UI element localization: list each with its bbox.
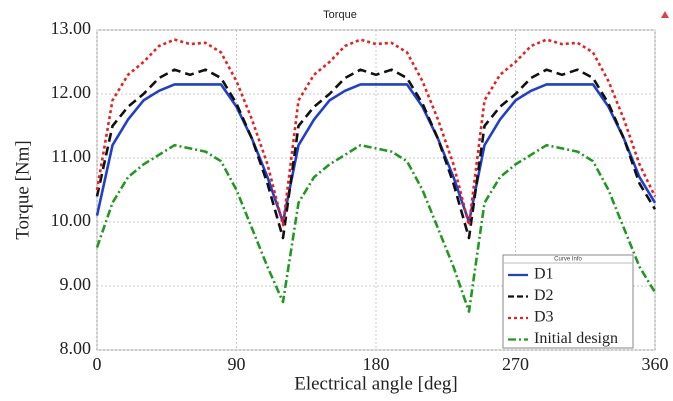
- corner-marker: [661, 11, 669, 18]
- x-tick-label: 90: [228, 354, 246, 374]
- x-tick-label: 360: [642, 354, 669, 374]
- legend-label: Initial design: [534, 330, 618, 347]
- y-tick-label: 12.00: [51, 82, 92, 102]
- y-tick-label: 11.00: [51, 146, 91, 166]
- y-axis-label: Torque [Nm]: [12, 140, 33, 239]
- x-tick-label: 0: [93, 354, 102, 374]
- legend-box: [502, 254, 634, 349]
- x-tick-label: 270: [502, 354, 529, 374]
- y-tick-label: 8.00: [60, 338, 92, 358]
- legend-label: D3: [534, 309, 554, 326]
- y-tick-label: 9.00: [60, 274, 92, 294]
- y-tick-label: 13.00: [51, 18, 92, 38]
- y-tick-label: 10.00: [51, 210, 92, 230]
- series-line: [95, 143, 657, 313]
- legend-title: Curve Info: [554, 257, 582, 263]
- x-axis-label: Electrical angle [deg]: [294, 373, 458, 394]
- series-line: [95, 83, 657, 224]
- series-line: [95, 68, 657, 240]
- series-line: [95, 38, 657, 227]
- chart-title: Torque: [323, 9, 357, 21]
- legend-label: D2: [534, 287, 554, 304]
- legend-label: D1: [534, 266, 554, 283]
- x-tick-label: 180: [363, 354, 390, 374]
